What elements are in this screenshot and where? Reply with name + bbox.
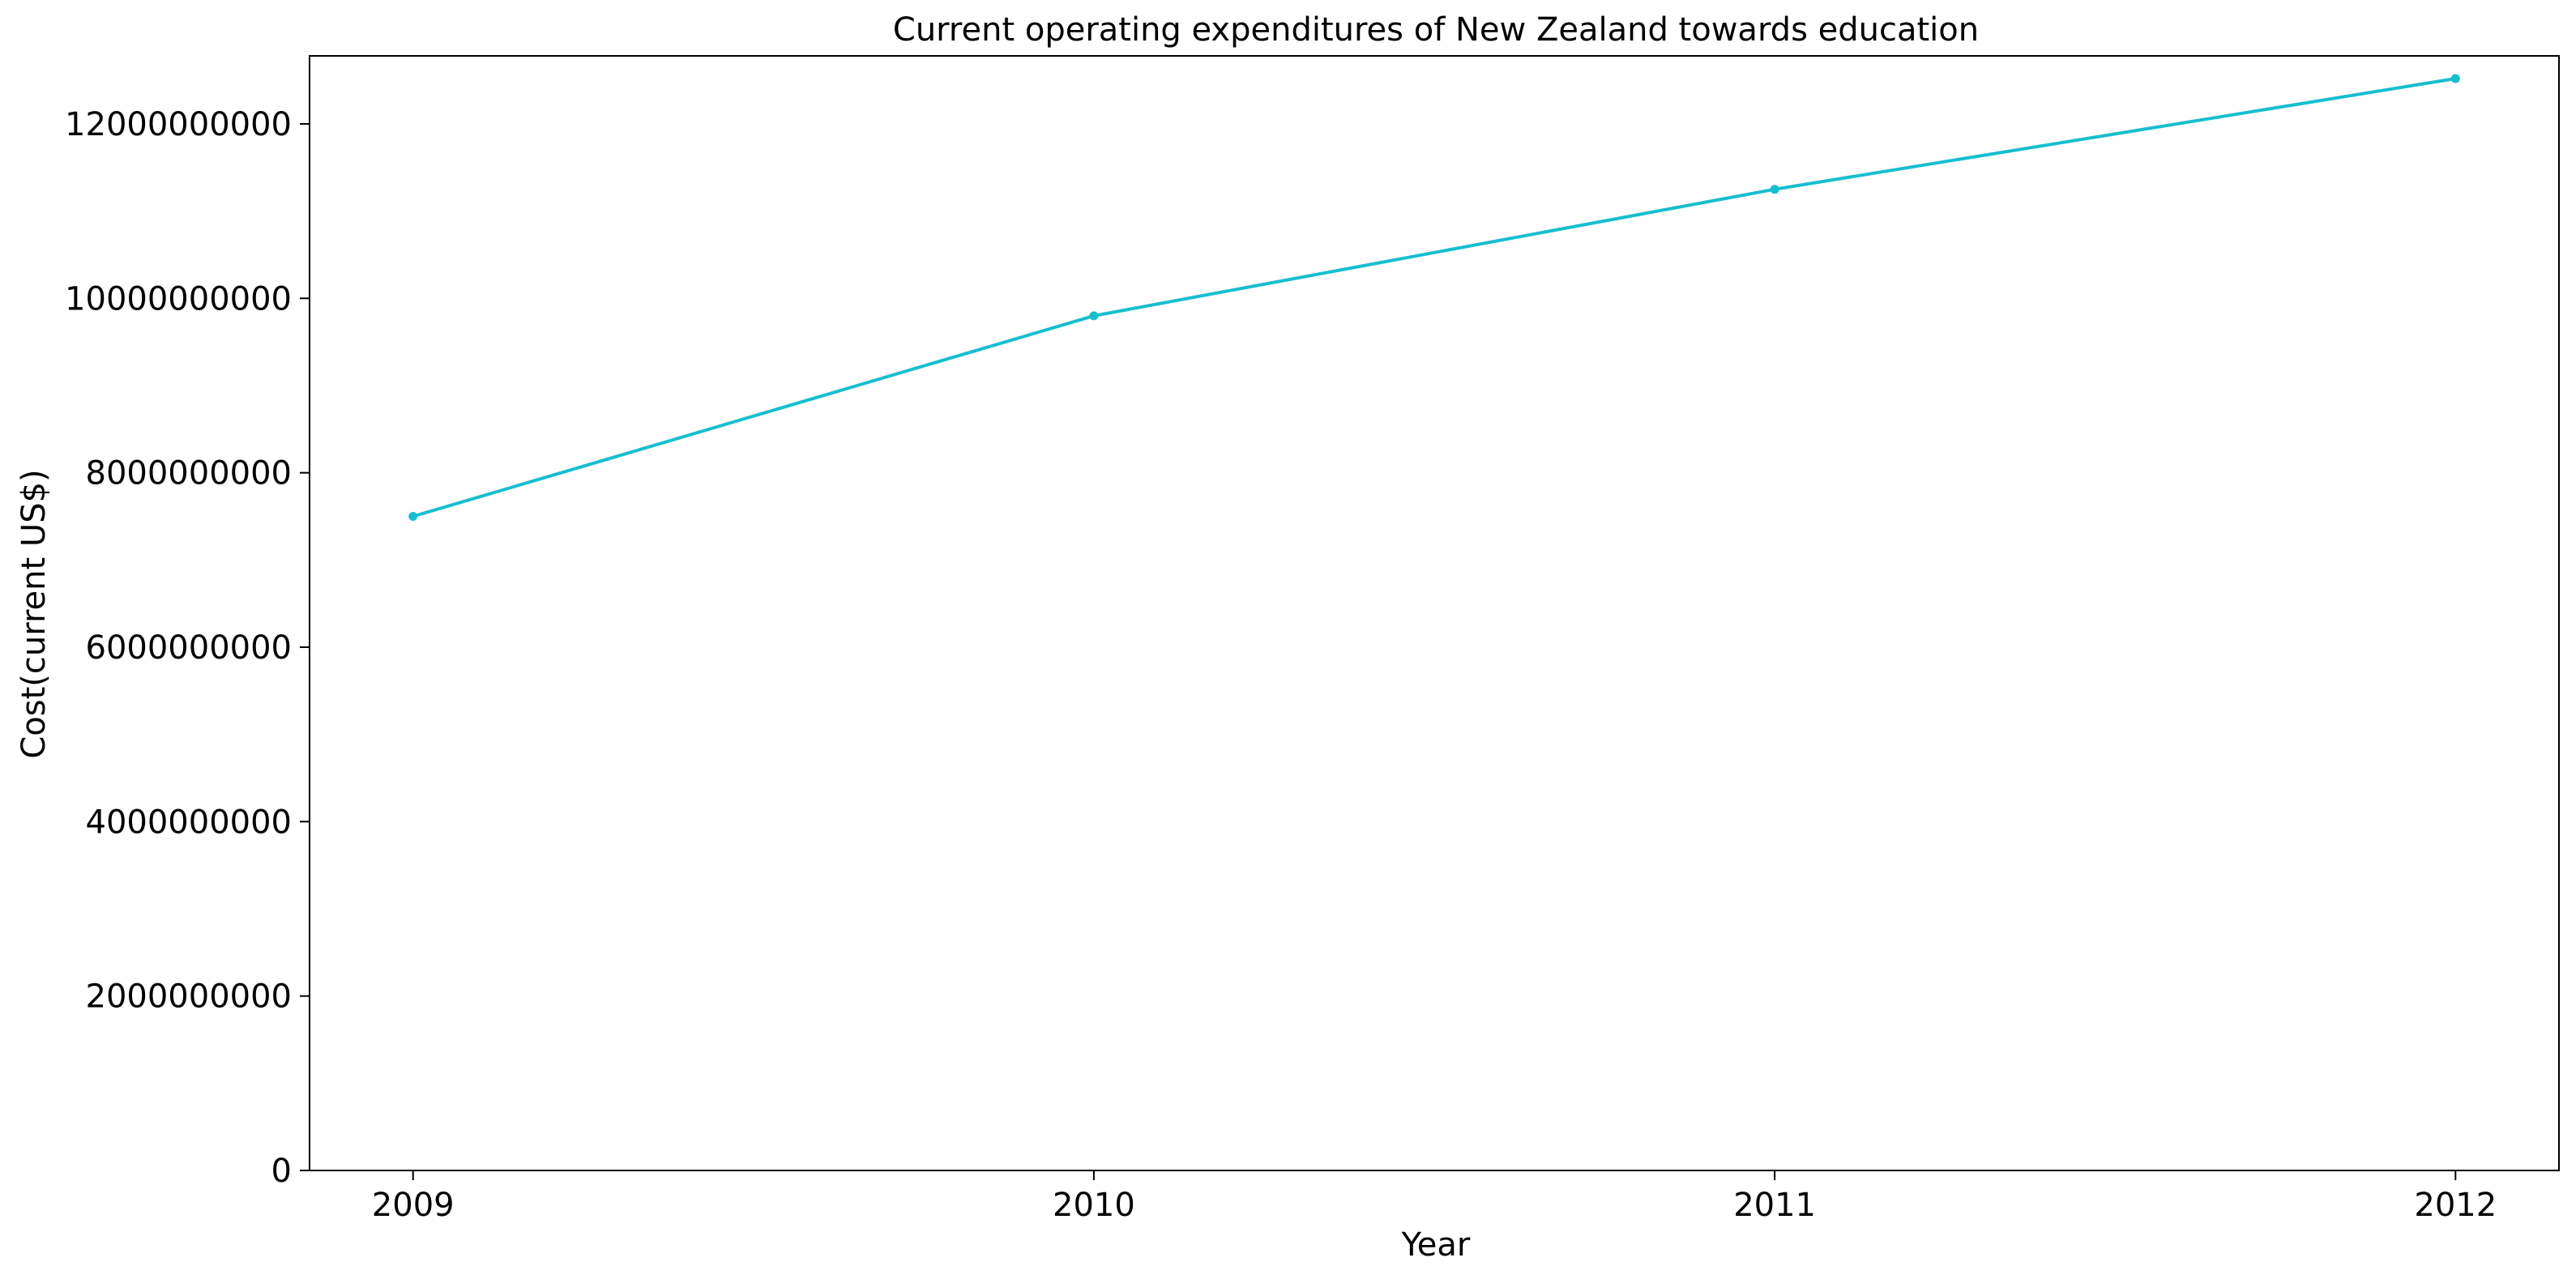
y-tick-label: 12000000000 [65,106,292,143]
plot-frame [309,55,2560,1171]
y-tick-label: 6000000000 [86,629,293,667]
y-tick-label: 8000000000 [86,455,293,492]
y-axis-label: Cost(current US$) [15,469,53,758]
y-tick-label: 0 [271,1153,292,1190]
data-point [2450,74,2460,83]
data-point [408,511,418,521]
data-point [1089,311,1099,321]
y-tick-label: 10000000000 [65,280,292,318]
series-line [412,77,2456,518]
x-tick-label: 2009 [372,1187,455,1224]
x-tick-label: 2012 [2414,1187,2497,1224]
x-axis-label: Year [1401,1226,1471,1264]
chart-title: Current operating expenditures of New Ze… [893,11,1979,49]
plot-area: 0 2000000000 4000000000 6000000000 800000000… [65,55,2560,1224]
x-tick-label: 2011 [1733,1187,1816,1224]
y-tick-label: 4000000000 [86,804,293,841]
x-tick-label: 2010 [1053,1187,1135,1224]
y-tick-label: 2000000000 [86,978,293,1016]
data-point [1770,185,1779,194]
